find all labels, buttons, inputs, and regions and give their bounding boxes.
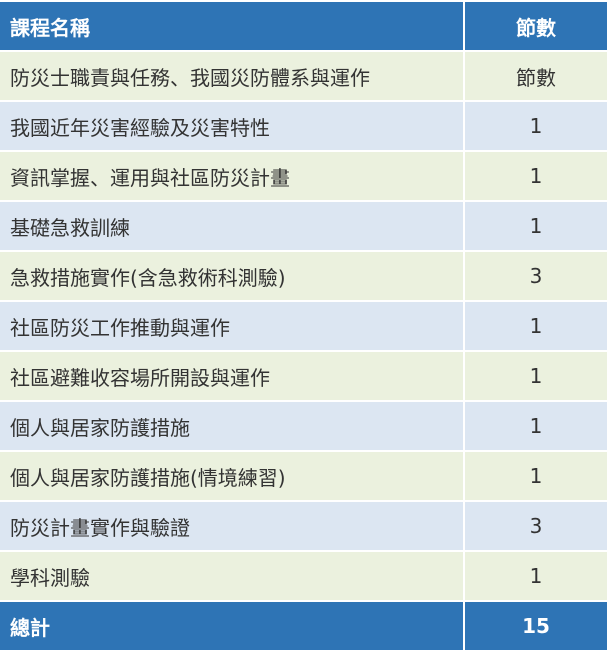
total-value: 15 — [465, 602, 607, 650]
session-count: 3 — [465, 502, 607, 550]
session-count: 節數 — [465, 52, 607, 100]
course-name: 個人與居家防護措施 — [0, 402, 463, 450]
session-count: 1 — [465, 302, 607, 350]
course-name: 防災計畫實作與驗證 — [0, 502, 463, 550]
header-cell: 節數 — [465, 2, 607, 50]
session-count: 3 — [465, 252, 607, 300]
session-count: 1 — [465, 202, 607, 250]
header-cell: 課程名稱 — [0, 2, 463, 50]
session-count: 1 — [465, 402, 607, 450]
session-count: 1 — [465, 452, 607, 500]
course-name: 個人與居家防護措施(情境練習) — [0, 452, 463, 500]
course-name: 學科測驗 — [0, 552, 463, 600]
session-count: 1 — [465, 552, 607, 600]
course-name: 急救措施實作(含急救術科測驗) — [0, 252, 463, 300]
total-label: 總計 — [0, 602, 463, 650]
session-count: 1 — [465, 102, 607, 150]
course-name: 我國近年災害經驗及災害特性 — [0, 102, 463, 150]
course-name: 基礎急救訓練 — [0, 202, 463, 250]
course-name: 社區避難收容場所開設與運作 — [0, 352, 463, 400]
course-name: 防災士職責與任務、我國災防體系與運作 — [0, 52, 463, 100]
session-count: 1 — [465, 152, 607, 200]
course-name: 資訊掌握、運用與社區防災計畫 — [0, 152, 463, 200]
course-name: 社區防災工作推動與運作 — [0, 302, 463, 350]
session-count: 1 — [465, 352, 607, 400]
